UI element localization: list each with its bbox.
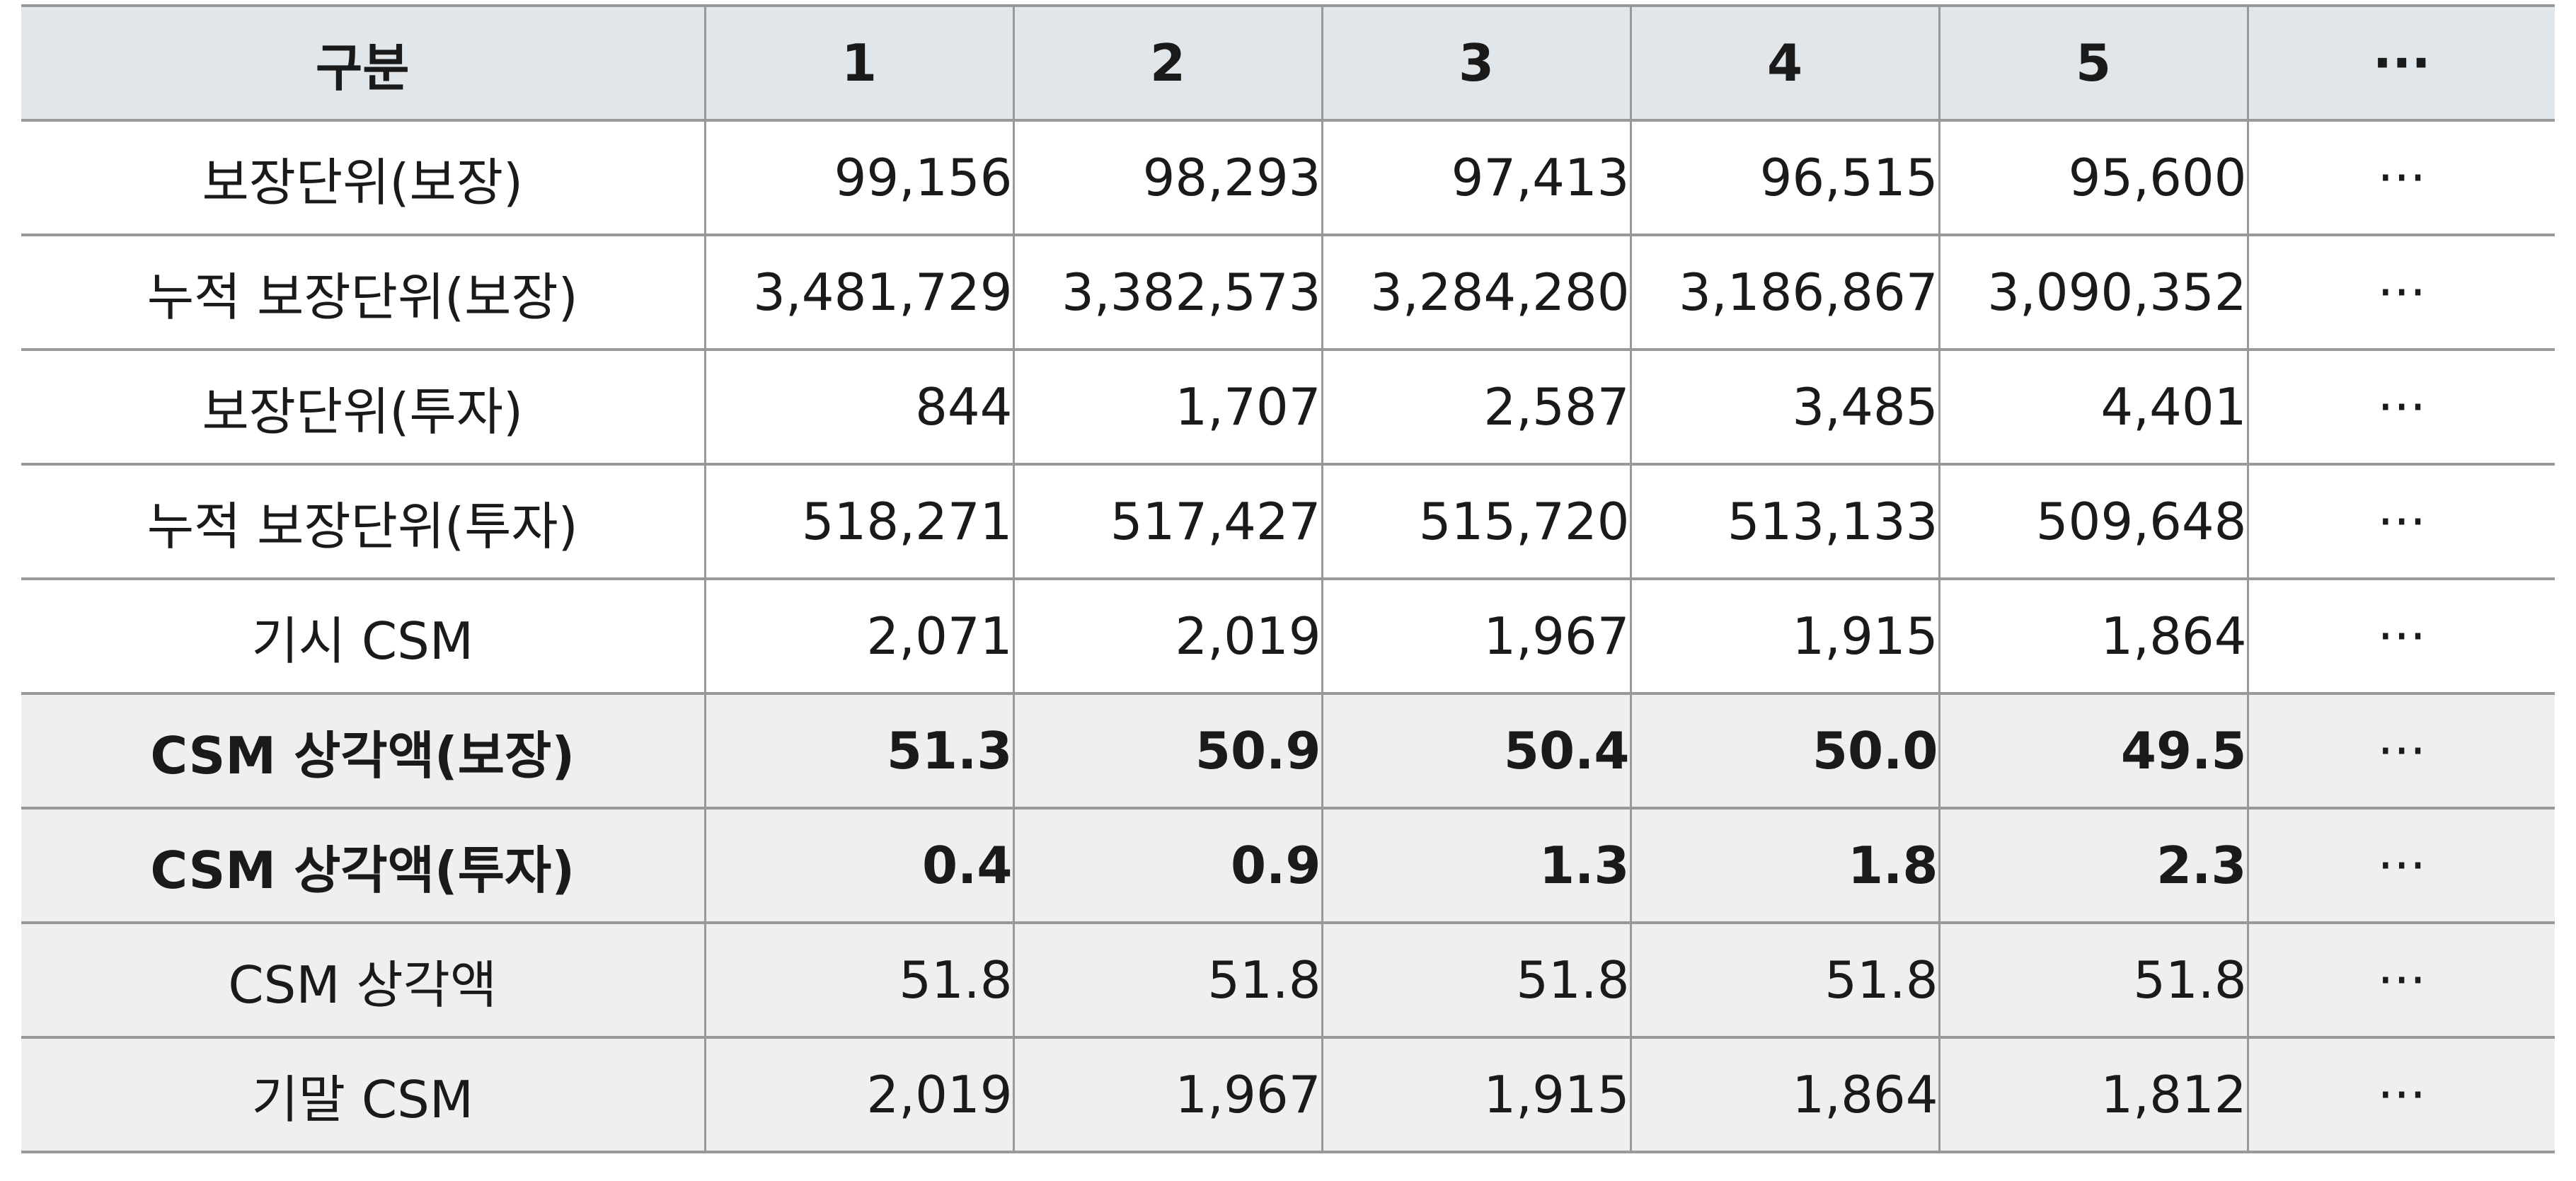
table-row: CSM 상각액 51.8 51.8 51.8 51.8 51.8 ···: [21, 921, 2555, 1039]
cell-value: 0.4: [703, 807, 1015, 924]
cell-value: 50.9: [1012, 692, 1323, 810]
cell-value: 844: [703, 348, 1015, 466]
cell-more: ···: [2246, 807, 2555, 924]
cell-value: 4,401: [1938, 348, 2249, 466]
header-label: 구분: [21, 4, 706, 122]
cell-value: 1,864: [1938, 577, 2249, 695]
cell-value: 1,707: [1012, 348, 1323, 466]
table-row: CSM 상각액(보장) 51.3 50.9 50.4 50.0 49.5 ···: [21, 692, 2555, 810]
cell-value: 50.4: [1321, 692, 1632, 810]
row-label: 누적 보장단위(보장): [21, 234, 706, 351]
cell-value: 99,156: [703, 119, 1015, 236]
cell-value: 51.8: [703, 921, 1015, 1039]
cell-value: 1,967: [1321, 577, 1632, 695]
cell-value: 3,090,352: [1938, 234, 2249, 351]
cell-value: 1,967: [1012, 1036, 1323, 1153]
cell-value: 3,186,867: [1629, 234, 1940, 351]
header-row: 구분 1 2 3 4 5 ···: [21, 4, 2555, 122]
cell-value: 1,812: [1938, 1036, 2249, 1153]
cell-value: 518,271: [703, 463, 1015, 580]
table-row: 누적 보장단위(보장) 3,481,729 3,382,573 3,284,28…: [21, 234, 2555, 351]
header-period-5: 5: [1938, 4, 2249, 122]
cell-value: 1,864: [1629, 1036, 1940, 1153]
cell-value: 95,600: [1938, 119, 2249, 236]
cell-value: 1.8: [1629, 807, 1940, 924]
csm-table: 구분 1 2 3 4 5 ··· 보장단위(보장) 99,156 98,293 …: [21, 4, 2555, 1153]
cell-more: ···: [2246, 1036, 2555, 1153]
cell-value: 509,648: [1938, 463, 2249, 580]
row-label: 누적 보장단위(투자): [21, 463, 706, 580]
header-period-1: 1: [703, 4, 1015, 122]
table-row: 보장단위(투자) 844 1,707 2,587 3,485 4,401 ···: [21, 348, 2555, 466]
header-period-2: 2: [1012, 4, 1323, 122]
table-row: 보장단위(보장) 99,156 98,293 97,413 96,515 95,…: [21, 119, 2555, 236]
cell-value: 1.3: [1321, 807, 1632, 924]
cell-value: 3,485: [1629, 348, 1940, 466]
row-label: 기시 CSM: [21, 577, 706, 695]
table-row: 기시 CSM 2,071 2,019 1,967 1,915 1,864 ···: [21, 577, 2555, 695]
table-row: 누적 보장단위(투자) 518,271 517,427 515,720 513,…: [21, 463, 2555, 580]
cell-more: ···: [2246, 348, 2555, 466]
cell-value: 49.5: [1938, 692, 2249, 810]
row-label: 보장단위(투자): [21, 348, 706, 466]
cell-value: 3,481,729: [703, 234, 1015, 351]
cell-value: 513,133: [1629, 463, 1940, 580]
row-label: CSM 상각액(투자): [21, 807, 706, 924]
cell-more: ···: [2246, 921, 2555, 1039]
cell-value: 515,720: [1321, 463, 1632, 580]
row-label: 기말 CSM: [21, 1036, 706, 1153]
header-period-3: 3: [1321, 4, 1632, 122]
cell-value: 51.3: [703, 692, 1015, 810]
cell-value: 51.8: [1938, 921, 2249, 1039]
cell-value: 1,915: [1629, 577, 1940, 695]
cell-value: 0.9: [1012, 807, 1323, 924]
cell-value: 1,915: [1321, 1036, 1632, 1153]
cell-more: ···: [2246, 577, 2555, 695]
table-row: 기말 CSM 2,019 1,967 1,915 1,864 1,812 ···: [21, 1036, 2555, 1153]
cell-value: 517,427: [1012, 463, 1323, 580]
row-label: CSM 상각액(보장): [21, 692, 706, 810]
cell-value: 96,515: [1629, 119, 1940, 236]
cell-more: ···: [2246, 234, 2555, 351]
cell-more: ···: [2246, 692, 2555, 810]
table-row: CSM 상각액(투자) 0.4 0.9 1.3 1.8 2.3 ···: [21, 807, 2555, 924]
header-more: ···: [2246, 4, 2555, 122]
cell-value: 2,071: [703, 577, 1015, 695]
cell-value: 51.8: [1629, 921, 1940, 1039]
cell-more: ···: [2246, 119, 2555, 236]
cell-value: 2,019: [703, 1036, 1015, 1153]
cell-value: 3,382,573: [1012, 234, 1323, 351]
cell-value: 2,587: [1321, 348, 1632, 466]
cell-value: 3,284,280: [1321, 234, 1632, 351]
cell-value: 98,293: [1012, 119, 1323, 236]
cell-value: 2.3: [1938, 807, 2249, 924]
header-period-4: 4: [1629, 4, 1940, 122]
row-label: CSM 상각액: [21, 921, 706, 1039]
cell-value: 50.0: [1629, 692, 1940, 810]
cell-more: ···: [2246, 463, 2555, 580]
cell-value: 51.8: [1012, 921, 1323, 1039]
cell-value: 97,413: [1321, 119, 1632, 236]
cell-value: 2,019: [1012, 577, 1323, 695]
row-label: 보장단위(보장): [21, 119, 706, 236]
cell-value: 51.8: [1321, 921, 1632, 1039]
